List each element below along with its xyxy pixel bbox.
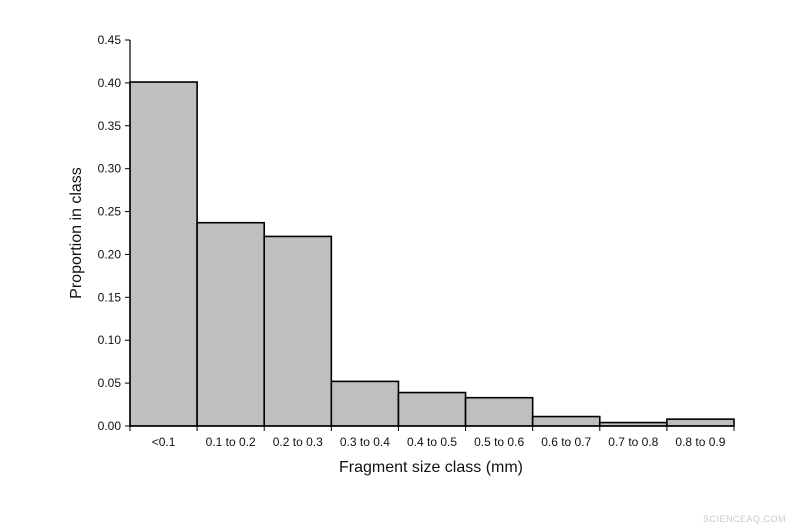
y-tick-label-1: 0.05: [98, 376, 122, 390]
x-axis-title: Fragment size class (mm): [339, 459, 523, 476]
bar-2: [263, 235, 333, 427]
y-tick-label-4: 0.20: [98, 247, 122, 261]
bar-4: [397, 391, 467, 427]
x-tick-label-0: <0.1: [152, 435, 176, 449]
y-axis: 0.00 0.05 0.10 0.15 0.20 0.25 0.30 0.35 0.40 0.45: [98, 33, 131, 433]
x-axis: <0.1 0.1 to 0.2 0.2 to 0.3 0.3 to 0.4 0.4 to…: [129, 425, 735, 449]
y-tick-label-6: 0.30: [98, 162, 122, 176]
x-tick-label-8: 0.8 to 0.9: [675, 435, 725, 449]
y-tick-label-5: 0.25: [98, 205, 122, 219]
bars-group: [129, 81, 735, 427]
y-tick-label-7: 0.35: [98, 119, 122, 133]
x-tick-label-5: 0.5 to 0.6: [474, 435, 524, 449]
x-tick-label-2: 0.2 to 0.3: [273, 435, 323, 449]
x-tick-label-3: 0.3 to 0.4: [340, 435, 390, 449]
watermark: SCIENCEAQ.COM: [702, 514, 786, 524]
bar-0: [129, 81, 198, 427]
y-axis-title: Proportion in class: [68, 167, 85, 299]
bar-5: [464, 396, 534, 427]
x-tick-label-6: 0.6 to 0.7: [541, 435, 591, 449]
y-tick-label-9: 0.45: [98, 33, 122, 47]
y-tick-label-2: 0.10: [98, 333, 122, 347]
bar-8: [666, 418, 735, 427]
bar-1: [196, 221, 266, 427]
y-tick-label-8: 0.40: [98, 76, 122, 90]
x-tick-label-4: 0.4 to 0.5: [407, 435, 457, 449]
y-tick-label-3: 0.15: [98, 290, 122, 304]
bar-6: [531, 415, 601, 427]
x-tick-label-7: 0.7 to 0.8: [608, 435, 658, 449]
bar-3: [330, 380, 400, 427]
y-tick-label-0: 0.00: [98, 419, 122, 433]
x-tick-label-1: 0.1 to 0.2: [206, 435, 256, 449]
